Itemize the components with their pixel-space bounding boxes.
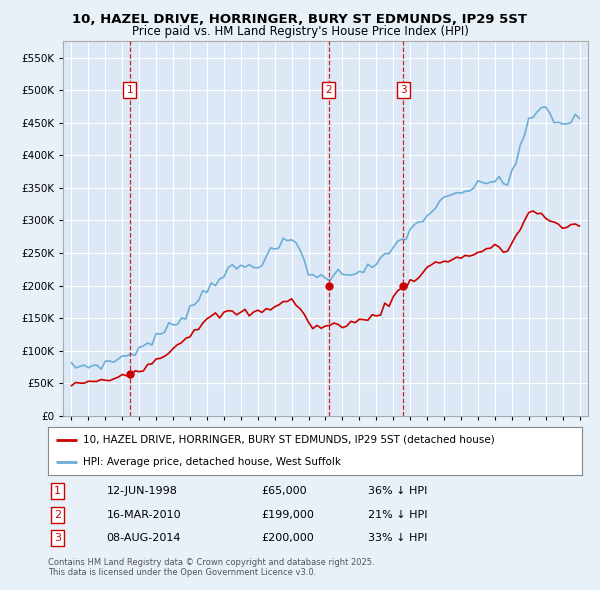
Text: 12-JUN-1998: 12-JUN-1998: [107, 486, 178, 496]
Text: HPI: Average price, detached house, West Suffolk: HPI: Average price, detached house, West…: [83, 457, 341, 467]
Text: 3: 3: [54, 533, 61, 543]
Text: 1: 1: [54, 486, 61, 496]
Text: £199,000: £199,000: [262, 510, 314, 520]
Text: £200,000: £200,000: [262, 533, 314, 543]
Text: 3: 3: [400, 85, 407, 95]
Text: £65,000: £65,000: [262, 486, 307, 496]
Text: 10, HAZEL DRIVE, HORRINGER, BURY ST EDMUNDS, IP29 5ST (detached house): 10, HAZEL DRIVE, HORRINGER, BURY ST EDMU…: [83, 435, 494, 445]
Text: 10, HAZEL DRIVE, HORRINGER, BURY ST EDMUNDS, IP29 5ST: 10, HAZEL DRIVE, HORRINGER, BURY ST EDMU…: [73, 13, 527, 26]
Text: 21% ↓ HPI: 21% ↓ HPI: [368, 510, 428, 520]
Text: 2: 2: [326, 85, 332, 95]
Text: Price paid vs. HM Land Registry's House Price Index (HPI): Price paid vs. HM Land Registry's House …: [131, 25, 469, 38]
Text: 16-MAR-2010: 16-MAR-2010: [107, 510, 181, 520]
Text: Contains HM Land Registry data © Crown copyright and database right 2025.
This d: Contains HM Land Registry data © Crown c…: [48, 558, 374, 577]
Text: 2: 2: [54, 510, 61, 520]
Text: 33% ↓ HPI: 33% ↓ HPI: [368, 533, 428, 543]
Text: 36% ↓ HPI: 36% ↓ HPI: [368, 486, 428, 496]
Text: 08-AUG-2014: 08-AUG-2014: [107, 533, 181, 543]
Text: 1: 1: [127, 85, 133, 95]
